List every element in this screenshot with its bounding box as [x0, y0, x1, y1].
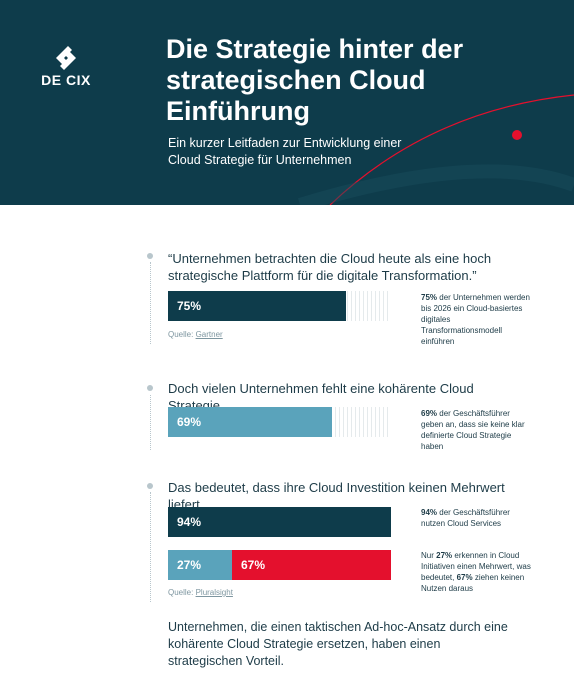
de-cix-logo-icon: [56, 46, 76, 70]
section-guide-line: [150, 492, 151, 602]
note-94: 94% der Geschäftsführer nutzen Cloud Ser…: [421, 508, 510, 528]
accent-dot: [512, 130, 522, 140]
source-link-gartner[interactable]: Gartner: [195, 330, 223, 339]
bar-27: 27%: [168, 550, 232, 580]
bar-track: 75%: [168, 291, 391, 321]
bar-track: 69%: [168, 407, 391, 437]
section-1-statement: “Unternehmen betrachten die Cloud heute …: [168, 251, 492, 283]
bar-75: 75%: [168, 291, 346, 321]
decorative-arc: [297, 94, 574, 205]
bar-label: 69%: [177, 415, 202, 429]
section-bullet: [147, 253, 153, 259]
section-guide-line: [150, 262, 151, 344]
source-gartner: Quelle: Gartner: [168, 330, 223, 339]
source-link-pluralsight[interactable]: Pluralsight: [195, 588, 233, 597]
section-bullet: [147, 483, 153, 489]
bar-label: 67%: [241, 558, 266, 572]
bar-track: 27% 67%: [168, 550, 391, 580]
bar-67: 67%: [232, 550, 391, 580]
page-title: Die Strategie hinter der strategischen C…: [166, 34, 464, 126]
page-subtitle: Ein kurzer Leitfaden zur Entwicklung ein…: [168, 136, 402, 167]
section-guide-line: [150, 395, 151, 450]
logo-text: DE CIX: [41, 72, 91, 88]
bar-label: 94%: [177, 515, 202, 529]
bar-track: 94%: [168, 507, 391, 537]
bar-69: 69%: [168, 407, 332, 437]
bar-94: 94%: [168, 507, 391, 537]
header-banner: DE CIX Die Strategie hinter der strategi…: [0, 0, 574, 205]
bar-label: 75%: [177, 299, 202, 313]
note-27-67: Nur 27% erkennen in Cloud Initiativen ei…: [421, 551, 531, 593]
closing-statement: Unternehmen, die einen taktischen Ad-hoc…: [168, 620, 508, 668]
note-69: 69% der Geschäftsführer geben an, dass s…: [421, 409, 525, 451]
source-pluralsight: Quelle: Pluralsight: [168, 588, 233, 597]
section-bullet: [147, 385, 153, 391]
bar-label: 27%: [177, 558, 202, 572]
note-75: 75% der Unternehmen werden bis 2026 ein …: [421, 293, 530, 346]
